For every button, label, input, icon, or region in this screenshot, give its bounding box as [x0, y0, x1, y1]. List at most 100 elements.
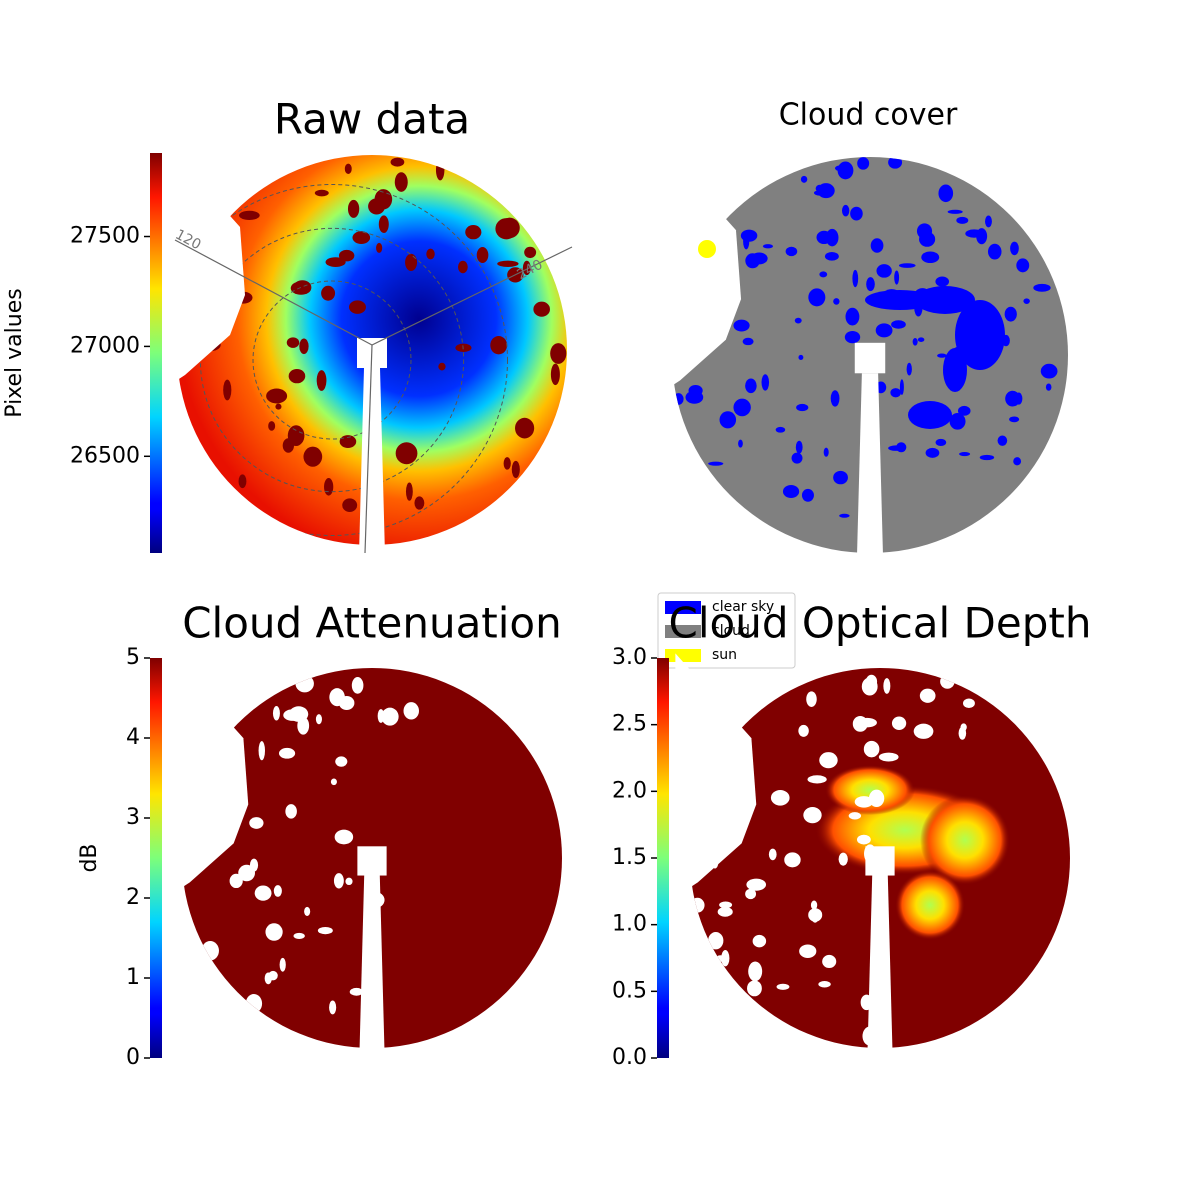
spot: [748, 961, 763, 982]
spot: [316, 370, 327, 391]
spot: [965, 229, 983, 238]
spot: [896, 442, 907, 453]
mast: [856, 373, 884, 564]
spot: [403, 702, 420, 720]
spot: [854, 796, 874, 808]
mast-head: [357, 846, 387, 876]
spot: [890, 388, 902, 398]
spot: [850, 206, 863, 221]
colorbar: [150, 153, 162, 553]
spot: [1045, 383, 1052, 391]
spot: [414, 496, 425, 510]
spot: [690, 897, 705, 913]
spot: [325, 257, 346, 267]
spot: [803, 807, 822, 824]
spot: [238, 474, 247, 489]
spot: [550, 343, 567, 364]
spot: [979, 454, 995, 461]
tick-label: 1.0: [612, 912, 647, 937]
spot: [913, 723, 934, 739]
tick-label: 0.0: [612, 1045, 647, 1070]
spot: [249, 817, 264, 829]
spot: [878, 752, 899, 762]
spot: [857, 717, 877, 728]
spot: [776, 983, 790, 990]
azimuth-line: [364, 344, 373, 554]
spot: [229, 873, 243, 889]
tick-label: 3.0: [612, 645, 647, 670]
spot: [747, 980, 762, 997]
tick-label: 2: [126, 885, 140, 910]
spot: [798, 354, 804, 360]
spot: [839, 513, 850, 518]
notch-mask: [167, 653, 249, 897]
spot: [295, 674, 314, 693]
spot: [282, 438, 295, 453]
spot: [339, 435, 357, 448]
clear-region: [943, 348, 967, 392]
spot: [721, 950, 730, 967]
tick-label: 3: [126, 805, 140, 830]
spot: [273, 885, 282, 897]
spot: [381, 707, 399, 726]
spot: [844, 331, 861, 344]
spot: [785, 246, 798, 257]
spot: [1010, 241, 1019, 256]
spot: [457, 260, 468, 274]
mast: [359, 368, 385, 555]
spot: [719, 411, 737, 429]
spot: [426, 248, 435, 260]
spot: [784, 852, 801, 868]
sky-image: [675, 653, 1070, 1058]
spot: [796, 403, 809, 412]
spot: [775, 426, 786, 433]
spot: [808, 288, 826, 307]
spot: [497, 260, 519, 267]
spot: [329, 1000, 337, 1015]
mast-head: [854, 342, 886, 374]
sky-image: [656, 141, 1068, 564]
spot: [935, 438, 947, 447]
legend-label: cloud: [712, 623, 750, 639]
spot: [374, 189, 393, 210]
spot: [268, 421, 276, 431]
spot: [405, 482, 413, 501]
spot: [894, 270, 900, 285]
spot: [304, 906, 311, 916]
spot: [745, 378, 757, 394]
tick-label: 1: [126, 965, 140, 990]
clear-region: [955, 300, 1005, 370]
spot: [883, 678, 891, 694]
spot: [272, 705, 280, 721]
spot: [841, 204, 850, 217]
spot: [937, 353, 947, 358]
spot: [1013, 457, 1022, 466]
spot: [330, 778, 337, 786]
spot: [870, 238, 884, 253]
spot: [279, 957, 286, 972]
notch-mask: [656, 141, 742, 396]
spot: [815, 184, 824, 193]
elevation-ring: [177, 184, 508, 536]
spot: [856, 834, 871, 845]
clear-region: [908, 401, 952, 429]
spot: [1033, 283, 1051, 292]
spot: [830, 390, 840, 407]
elevation-ring: [252, 280, 412, 440]
spot: [949, 413, 966, 430]
spot: [808, 908, 823, 922]
spot: [891, 716, 907, 731]
spot: [738, 439, 743, 448]
spot: [742, 337, 754, 346]
spot: [285, 804, 297, 819]
spot: [798, 724, 809, 737]
spot: [957, 405, 971, 416]
spot: [324, 478, 334, 496]
mast-head: [865, 846, 895, 876]
spot: [916, 223, 933, 239]
spot: [782, 484, 800, 498]
spot: [303, 446, 323, 467]
sky-image: [167, 653, 562, 1058]
spot: [297, 716, 310, 735]
spot: [334, 829, 354, 845]
